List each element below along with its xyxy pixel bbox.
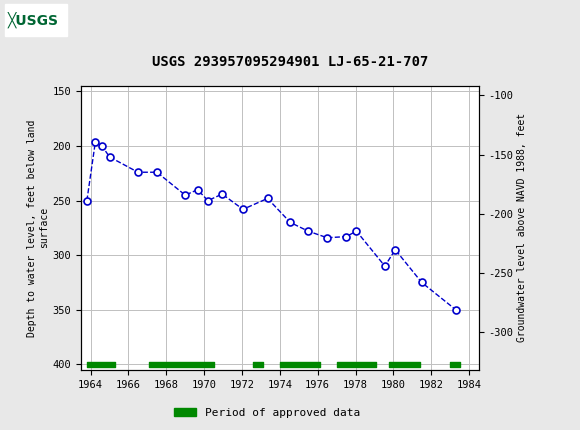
Y-axis label: Depth to water level, feet below land
surface: Depth to water level, feet below land su… [27,119,49,337]
Text: ╳USGS: ╳USGS [8,12,59,28]
Legend: Period of approved data: Period of approved data [169,403,364,422]
Text: USGS 293957095294901 LJ-65-21-707: USGS 293957095294901 LJ-65-21-707 [152,55,428,69]
Y-axis label: Groundwater level above NAVD 1988, feet: Groundwater level above NAVD 1988, feet [517,114,527,342]
FancyBboxPatch shape [5,4,67,36]
